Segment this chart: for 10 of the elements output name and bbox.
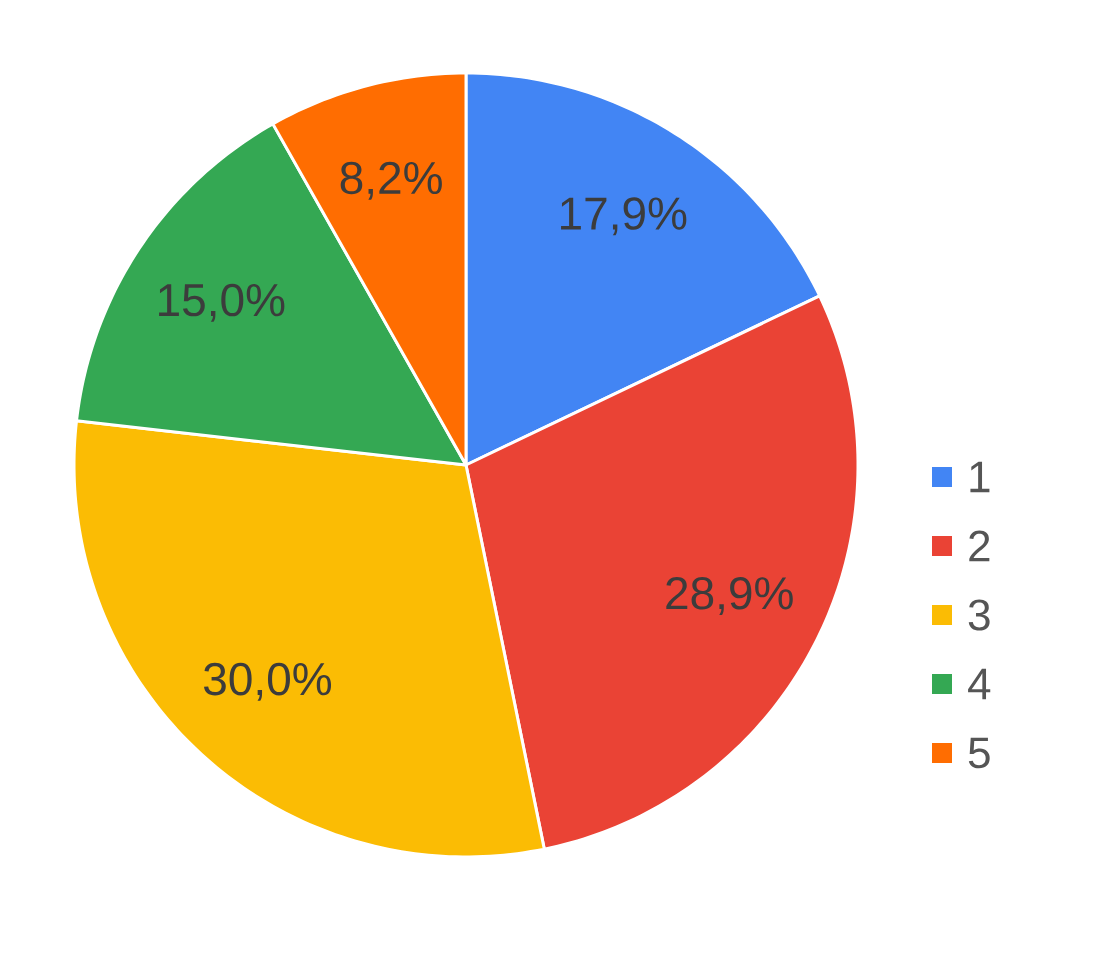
legend-label: 3 <box>968 599 990 631</box>
data-label: 17,9% <box>561 197 687 236</box>
data-label: 15,0% <box>159 283 285 322</box>
legend-label: 4 <box>968 668 991 700</box>
data-label: 28,9% <box>666 576 793 616</box>
legend-label: 2 <box>969 530 990 562</box>
data-label: 8,2% <box>340 161 442 200</box>
legend-label: 5 <box>968 737 990 769</box>
data-label: 30,0% <box>203 662 332 701</box>
legend-label: 1 <box>970 461 990 493</box>
